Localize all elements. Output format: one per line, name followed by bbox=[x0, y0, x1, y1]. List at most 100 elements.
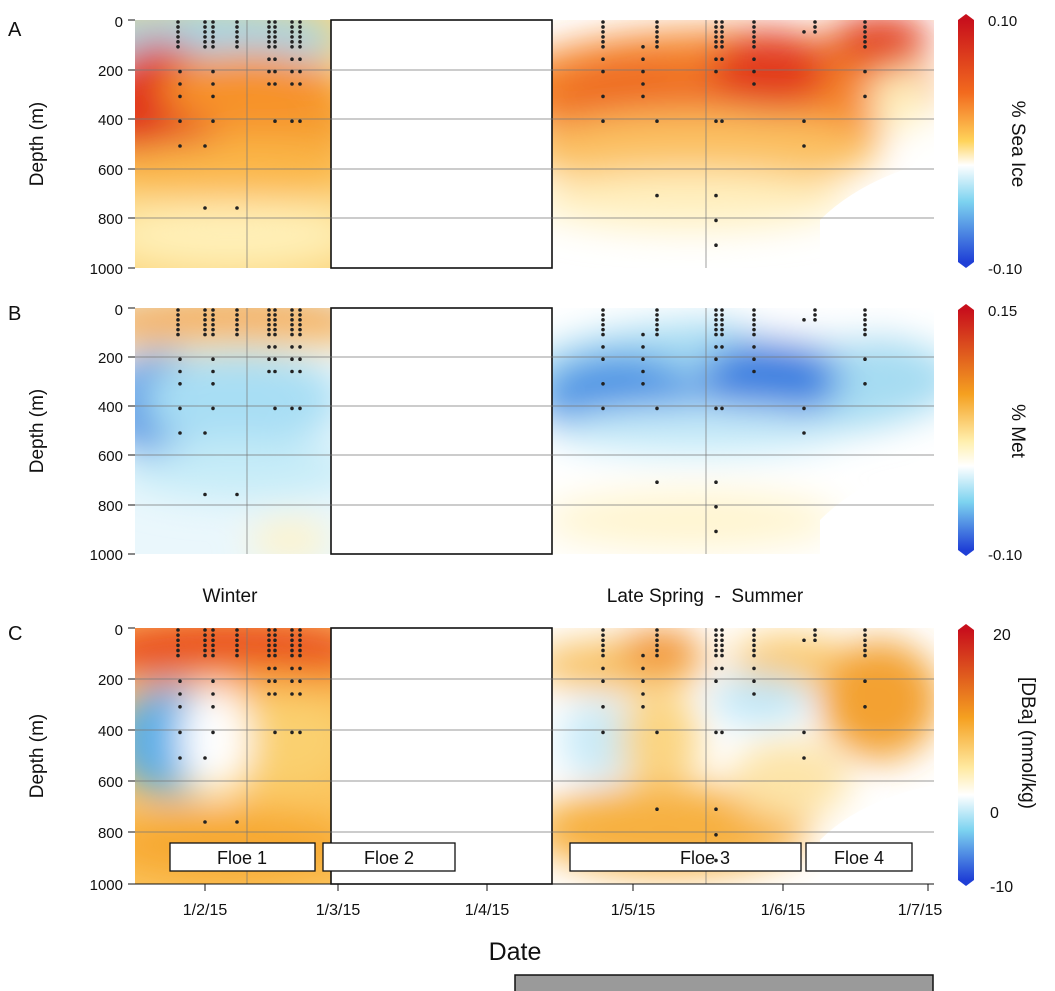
sample-dot bbox=[267, 82, 271, 86]
sample-dot bbox=[267, 357, 271, 362]
sample-dot bbox=[178, 369, 182, 374]
sample-dot bbox=[211, 692, 215, 696]
sample-dot bbox=[290, 638, 294, 643]
sample-dot bbox=[863, 382, 867, 386]
sample-dots bbox=[176, 20, 867, 863]
sample-dot bbox=[802, 638, 806, 643]
colorbar-c-label: [DBa] (nmol/kg) bbox=[1017, 677, 1038, 809]
sample-dot bbox=[203, 20, 207, 24]
sample-dot bbox=[863, 357, 867, 362]
panel-a: A bbox=[8, 13, 1028, 278]
sample-dot bbox=[273, 638, 277, 643]
sample-dot bbox=[176, 40, 180, 44]
sample-dot bbox=[211, 628, 215, 632]
sample-dot bbox=[235, 638, 239, 643]
sample-dot bbox=[601, 332, 605, 337]
sample-dot bbox=[273, 57, 277, 61]
sample-dot bbox=[714, 345, 718, 349]
sample-dot bbox=[720, 35, 724, 39]
floe-label-2: Floe 2 bbox=[364, 848, 414, 868]
sample-dot bbox=[752, 369, 756, 374]
yaxis-a: 0 200 400 600 800 1000 bbox=[90, 14, 123, 278]
sample-dot bbox=[720, 643, 724, 648]
sample-dot bbox=[655, 480, 659, 485]
sample-dot bbox=[720, 332, 724, 337]
sample-dot bbox=[176, 633, 180, 637]
xtick-4: 1/5/15 bbox=[611, 902, 656, 919]
sample-dot bbox=[601, 382, 605, 386]
sample-dot bbox=[601, 406, 605, 411]
floe-box-2: Floe 2 bbox=[322, 842, 456, 872]
sample-dot bbox=[601, 653, 605, 658]
sample-dot bbox=[211, 327, 215, 332]
sample-dot bbox=[235, 628, 239, 632]
sample-dot bbox=[211, 406, 215, 411]
sample-dot bbox=[290, 679, 294, 683]
sample-dot bbox=[211, 322, 215, 327]
sample-dot bbox=[267, 369, 271, 374]
sample-dot bbox=[714, 480, 718, 485]
sample-dot bbox=[601, 40, 605, 44]
sample-dot bbox=[655, 648, 659, 653]
season-label-summer: Late Spring - Summer bbox=[607, 586, 804, 607]
sample-dot bbox=[863, 69, 867, 74]
xtick-1: 1/2/15 bbox=[183, 902, 228, 919]
sample-dot bbox=[752, 638, 756, 643]
sample-dot bbox=[235, 332, 239, 337]
sample-dot bbox=[802, 318, 806, 322]
grey-box bbox=[514, 974, 934, 991]
sample-dot bbox=[267, 30, 271, 34]
sample-dot bbox=[203, 206, 207, 210]
sample-dot bbox=[802, 406, 806, 411]
sample-dot bbox=[720, 653, 724, 658]
sample-dot bbox=[863, 705, 867, 709]
ytick-b-0: 0 bbox=[115, 302, 123, 319]
sample-dot bbox=[235, 492, 239, 497]
sample-dot bbox=[290, 57, 294, 61]
sample-dot bbox=[813, 25, 817, 29]
sample-dot bbox=[601, 327, 605, 332]
sample-dot bbox=[714, 313, 718, 317]
yaxis-c: 0 200 400 600 800 1000 bbox=[90, 622, 123, 894]
sample-dot bbox=[178, 705, 182, 709]
ytick-c-200: 200 bbox=[98, 672, 123, 689]
sample-dot bbox=[267, 25, 271, 29]
sample-dot bbox=[813, 638, 817, 643]
sample-dot bbox=[203, 322, 207, 327]
sample-dot bbox=[752, 25, 756, 29]
sample-dot bbox=[813, 633, 817, 637]
sample-dot bbox=[601, 357, 605, 362]
sample-dot bbox=[267, 628, 271, 632]
sample-dot bbox=[290, 327, 294, 332]
sample-dot bbox=[720, 318, 724, 322]
sample-dot bbox=[290, 730, 294, 735]
sample-dot bbox=[211, 69, 215, 74]
sample-dot bbox=[720, 638, 724, 643]
xtick-5: 1/6/15 bbox=[761, 902, 806, 919]
sample-dot bbox=[298, 322, 302, 327]
sample-dot bbox=[863, 628, 867, 632]
sample-dot bbox=[298, 692, 302, 696]
sample-dot bbox=[176, 308, 180, 312]
sample-dot bbox=[714, 638, 718, 643]
sample-dot bbox=[203, 308, 207, 312]
floe-box-3: Floe 3 bbox=[569, 842, 802, 872]
sample-dot bbox=[211, 94, 215, 99]
sample-dot bbox=[752, 332, 756, 337]
sample-dot bbox=[863, 35, 867, 39]
sample-dot bbox=[863, 94, 867, 99]
sample-dot bbox=[714, 40, 718, 44]
sample-dot bbox=[601, 730, 605, 735]
sample-dot bbox=[211, 369, 215, 374]
season-label-winter: Winter bbox=[203, 586, 259, 607]
sample-dot bbox=[802, 730, 806, 735]
sample-dot bbox=[273, 25, 277, 29]
sample-dot bbox=[273, 327, 277, 332]
floe-box-1: Floe 1 bbox=[169, 842, 316, 872]
sample-dot bbox=[752, 679, 756, 683]
sample-dot bbox=[655, 318, 659, 322]
sample-dot bbox=[211, 308, 215, 312]
sample-dot bbox=[601, 20, 605, 24]
sample-dot bbox=[752, 345, 756, 349]
sample-dot bbox=[290, 308, 294, 312]
